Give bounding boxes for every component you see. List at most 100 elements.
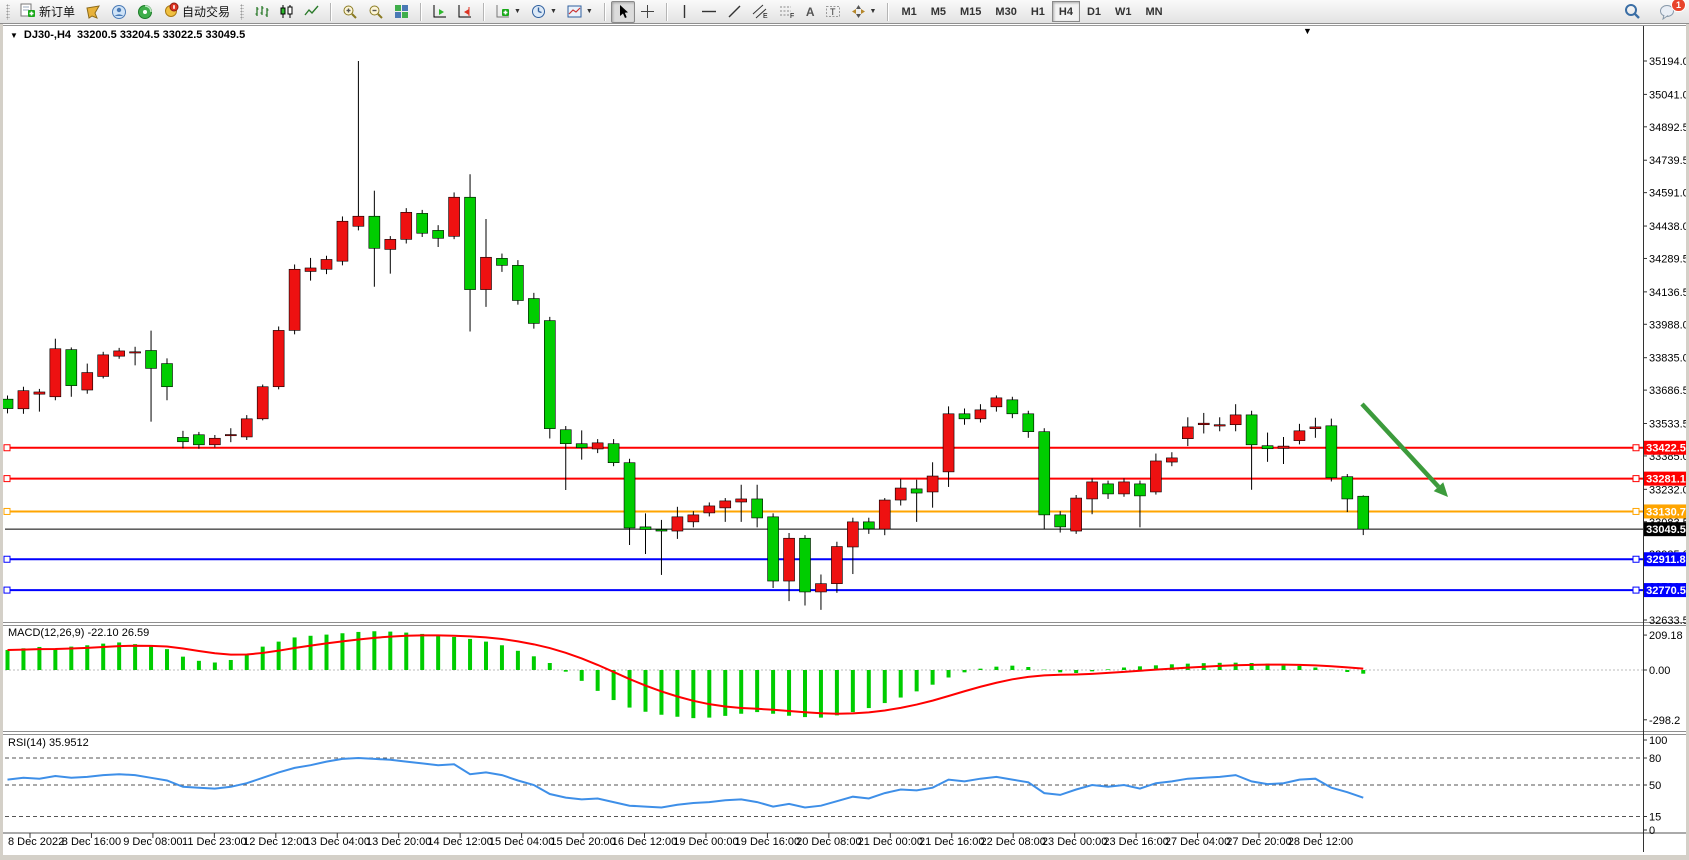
candle <box>559 426 572 490</box>
tile-windows-icon <box>395 5 409 18</box>
trend-arrow-shaft[interactable] <box>1360 402 1441 489</box>
candle <box>113 347 125 359</box>
auto-scroll-button[interactable] <box>427 1 452 23</box>
candle <box>1070 495 1082 534</box>
candle <box>607 439 620 467</box>
community-button[interactable] <box>106 1 132 23</box>
candle <box>320 255 333 275</box>
hline-handle[interactable] <box>1632 555 1640 563</box>
candle <box>528 292 540 329</box>
signals-button[interactable] <box>132 1 158 23</box>
vertical-line-tool[interactable] <box>673 1 696 23</box>
time-tick-label: 19 Dec 16:00 <box>735 836 800 848</box>
candle-body-up <box>272 330 285 388</box>
hline-handle[interactable] <box>1632 475 1640 483</box>
timeframe-mn[interactable]: MN <box>1145 5 1163 18</box>
chevron-down-icon: ▼ <box>585 8 593 15</box>
candle <box>1245 410 1258 490</box>
macd-layer <box>5 631 1643 719</box>
candle <box>145 330 157 422</box>
tile-windows-button[interactable] <box>389 1 414 23</box>
hline-handle[interactable] <box>3 507 11 515</box>
timeframe-d1[interactable]: D1 <box>1086 5 1102 18</box>
timeframe-m15[interactable]: M15 <box>960 5 982 18</box>
price-tick-label: 33988.0 <box>1649 319 1689 331</box>
clock-icon <box>531 5 545 18</box>
candle <box>288 264 301 335</box>
chart-dropdown-icon[interactable]: ▼ <box>10 30 18 40</box>
candle <box>990 395 1003 412</box>
line-chart-button[interactable] <box>299 1 324 23</box>
price-tick-label: 34438.0 <box>1649 221 1689 233</box>
timeframe-h4[interactable]: H4 <box>1051 1 1080 22</box>
candle <box>543 316 556 439</box>
cursor-tool-button[interactable] <box>610 0 635 23</box>
axis-layer: 35194.0 35041.0 34892.5 34739.5 34591.0 34438… <box>8 26 1689 852</box>
drawing-tools-group: E F A T ▼ <box>670 1 885 23</box>
candle <box>1325 418 1338 482</box>
trend-arrow-head[interactable] <box>1433 482 1448 497</box>
market-button[interactable] <box>80 1 106 23</box>
candlestick-button[interactable] <box>274 1 299 23</box>
indicators-button[interactable]: ▼ <box>490 1 526 23</box>
notifications-button[interactable]: 1 <box>1654 0 1686 23</box>
hline-handle[interactable] <box>3 475 11 483</box>
price-label-box <box>1644 522 1688 537</box>
auto-trading-button[interactable]: 自动交易 <box>158 1 235 23</box>
candle <box>974 404 987 423</box>
search-button[interactable] <box>1619 1 1646 23</box>
horizontal-line-tool[interactable] <box>696 1 722 23</box>
hline-handle[interactable] <box>3 555 11 563</box>
chart-shift-button[interactable] <box>452 1 477 23</box>
timeframe-h1[interactable]: H1 <box>1030 5 1045 18</box>
community-icon <box>112 4 127 19</box>
hline-handle[interactable] <box>1632 586 1640 594</box>
fibonacci-icon: F <box>779 6 794 19</box>
subwindow-marker-icon[interactable]: ▼ <box>1303 26 1312 36</box>
templates-button[interactable]: ▼ <box>562 1 598 23</box>
hline-handle[interactable] <box>3 444 11 452</box>
toolbar-drag-handle[interactable] <box>6 3 10 20</box>
timeframe-m5[interactable]: M5 <box>930 5 947 18</box>
fibonacci-tool[interactable]: F <box>774 1 801 23</box>
chart-type-group <box>246 1 327 23</box>
time-tick-label: 13 Dec 20:00 <box>366 836 431 848</box>
channel-icon: E <box>752 4 768 19</box>
toolbar-separator <box>887 2 889 21</box>
candle-body-up <box>974 409 987 420</box>
hline-handle[interactable] <box>1632 444 1640 452</box>
auto-scroll-icon <box>433 5 447 18</box>
candle-body-up <box>400 211 413 240</box>
zoom-in-button[interactable] <box>337 1 363 23</box>
timeframe-w1[interactable]: W1 <box>1115 5 1132 18</box>
time-tick-label: 11 Dec 23:00 <box>182 836 247 848</box>
candle <box>687 511 700 528</box>
crosshair-tool-button[interactable] <box>635 1 660 23</box>
arrows-tool[interactable]: ▼ <box>846 1 882 23</box>
candle <box>129 346 141 366</box>
text-label-tool[interactable]: T <box>820 1 846 23</box>
zoom-out-button[interactable] <box>363 1 389 23</box>
chevron-down-icon: ▼ <box>514 8 521 15</box>
channel-tool[interactable]: E <box>747 1 774 23</box>
anno-layer <box>1360 402 1448 497</box>
periods-button[interactable]: ▼ <box>526 1 562 23</box>
cursor-icon <box>619 5 628 18</box>
new-order-button[interactable]: 新订单 <box>15 1 80 23</box>
trendline-tool[interactable] <box>722 1 747 23</box>
price-label-box <box>1644 552 1688 567</box>
price-label-text: 33422.5 <box>1646 443 1686 455</box>
candle-body-up <box>113 350 125 357</box>
candle-body-up <box>1070 497 1082 532</box>
text-tool[interactable]: A <box>801 1 820 23</box>
hline-handle[interactable] <box>3 586 11 594</box>
candle-body-down <box>464 196 476 290</box>
timeframe-m30[interactable]: M30 <box>995 5 1017 18</box>
svg-text:F: F <box>790 13 794 19</box>
bar-chart-button[interactable] <box>249 1 274 23</box>
timeframe-m1[interactable]: M1 <box>901 5 917 18</box>
hline-handle[interactable] <box>1632 507 1640 515</box>
candle-body-up <box>591 442 604 450</box>
